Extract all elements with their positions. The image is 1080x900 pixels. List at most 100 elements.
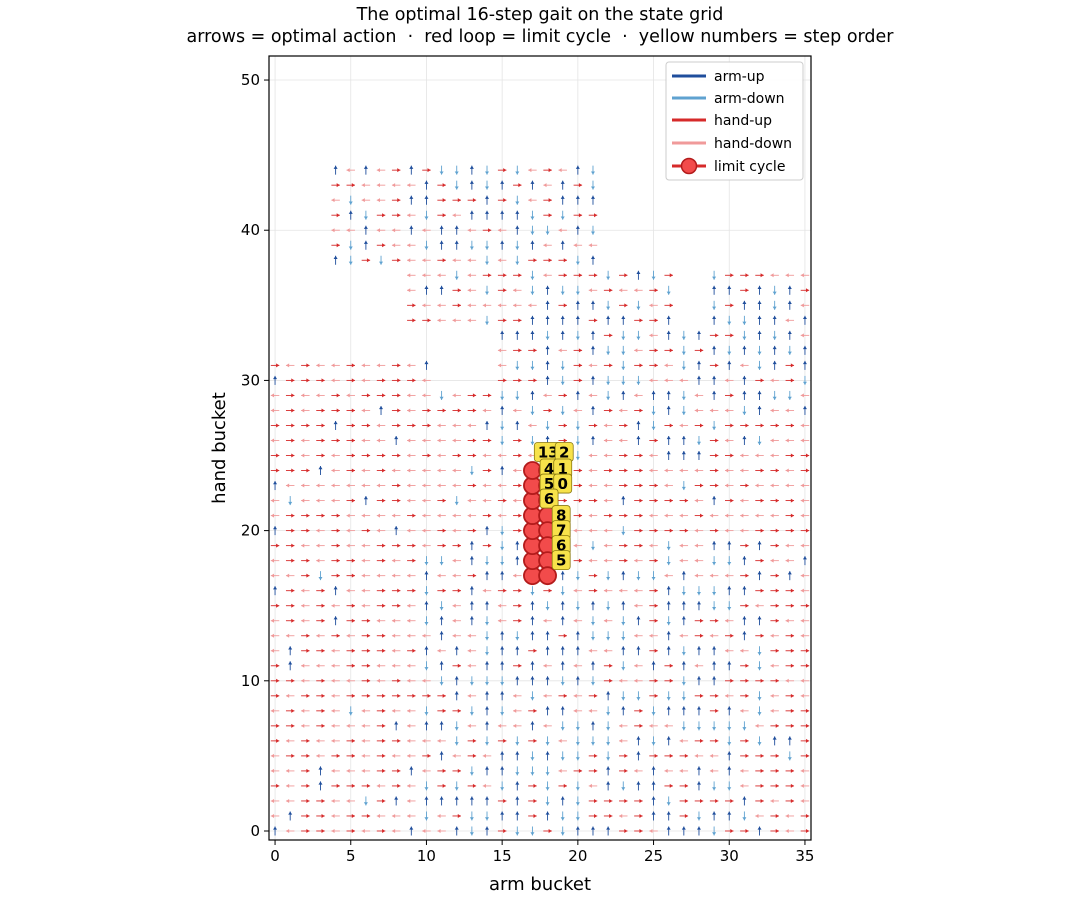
arrow-head bbox=[291, 438, 295, 443]
arrow-head bbox=[301, 603, 305, 608]
arrow-head bbox=[590, 171, 595, 175]
arrow-head bbox=[530, 330, 535, 335]
arrow-head bbox=[545, 802, 550, 806]
arrow-head bbox=[391, 753, 396, 758]
arrow-head bbox=[679, 468, 683, 473]
action-arrow-hand-down bbox=[513, 723, 522, 728]
arrow-head bbox=[452, 393, 456, 398]
action-arrow-hand-down bbox=[452, 438, 461, 443]
arrow-head bbox=[518, 378, 522, 383]
action-arrow-hand-up bbox=[800, 708, 810, 713]
action-arrow-arm-down bbox=[681, 586, 686, 596]
action-arrow-hand-down bbox=[725, 468, 734, 473]
action-arrow-hand-down bbox=[588, 558, 598, 563]
arrow-head bbox=[594, 768, 598, 773]
arrow-head bbox=[760, 528, 764, 533]
action-arrow-hand-up bbox=[649, 618, 658, 623]
arrow-head bbox=[382, 828, 386, 833]
action-arrow-hand-down bbox=[800, 783, 810, 788]
arrow-head bbox=[742, 586, 747, 590]
step-label-text: 2 bbox=[559, 444, 569, 462]
action-arrow-arm-down bbox=[469, 826, 474, 836]
action-arrow-arm-up bbox=[757, 541, 762, 551]
action-arrow-arm-up bbox=[515, 420, 520, 430]
arrow-head bbox=[770, 693, 774, 698]
action-arrow-hand-up bbox=[285, 753, 295, 758]
arrow-head bbox=[442, 588, 446, 593]
arrow-head bbox=[331, 798, 335, 803]
arrow-head bbox=[276, 783, 280, 788]
arrow-head bbox=[740, 648, 744, 653]
action-arrow-hand-up bbox=[634, 708, 643, 713]
arrow-head bbox=[397, 258, 401, 263]
arrow-head bbox=[382, 453, 386, 458]
action-arrow-arm-up bbox=[273, 481, 278, 491]
action-arrow-hand-up bbox=[543, 198, 552, 203]
action-arrow-hand-down bbox=[725, 438, 734, 443]
step-label-text: 6 bbox=[544, 490, 554, 508]
action-arrow-hand-down bbox=[285, 783, 295, 788]
arrow-head bbox=[321, 708, 325, 713]
arrow-head bbox=[316, 543, 320, 548]
action-arrow-hand-up bbox=[649, 693, 658, 698]
arrow-head bbox=[533, 783, 537, 788]
arrow-head bbox=[787, 285, 792, 289]
action-arrow-hand-down bbox=[407, 738, 416, 743]
arrow-head bbox=[790, 768, 795, 773]
arrow-head bbox=[376, 183, 380, 188]
arrow-head bbox=[760, 768, 764, 773]
action-arrow-hand-down bbox=[361, 603, 371, 608]
action-arrow-hand-down bbox=[482, 783, 492, 788]
arrow-head bbox=[513, 573, 517, 578]
action-arrow-hand-up bbox=[709, 363, 719, 368]
action-arrow-hand-down bbox=[800, 678, 810, 683]
action-arrow-hand-up bbox=[770, 543, 779, 548]
arrow-head bbox=[376, 168, 380, 173]
action-arrow-hand-up bbox=[270, 693, 280, 698]
action-arrow-hand-down bbox=[770, 438, 779, 443]
action-arrow-arm-up bbox=[742, 586, 747, 596]
action-arrow-hand-down bbox=[331, 738, 340, 743]
arrow-head bbox=[348, 261, 353, 265]
arrow-head bbox=[543, 663, 547, 668]
action-arrow-hand-down bbox=[301, 438, 310, 443]
arrow-head bbox=[654, 483, 658, 488]
action-arrow-hand-down bbox=[316, 663, 325, 668]
arrow-head bbox=[745, 273, 749, 278]
arrow-head bbox=[590, 435, 595, 440]
arrow-head bbox=[485, 682, 490, 686]
action-arrow-hand-up bbox=[376, 828, 386, 833]
arrow-head bbox=[696, 451, 701, 455]
arrow-head bbox=[424, 195, 429, 199]
action-arrow-arm-up bbox=[696, 360, 701, 370]
action-arrow-hand-down bbox=[270, 708, 280, 713]
action-arrow-arm-down bbox=[787, 390, 792, 400]
action-arrow-hand-down bbox=[588, 453, 598, 458]
arrow-head bbox=[664, 573, 668, 578]
arrow-head bbox=[518, 483, 522, 488]
arrow-head bbox=[336, 438, 340, 443]
arrow-head bbox=[785, 813, 789, 818]
action-arrow-hand-down bbox=[452, 258, 461, 263]
action-arrow-hand-up bbox=[513, 513, 522, 518]
arrow-head bbox=[518, 663, 522, 668]
arrow-head bbox=[391, 228, 396, 233]
arrow-head bbox=[594, 273, 598, 278]
action-arrow-hand-up bbox=[391, 603, 401, 608]
action-arrow-hand-down bbox=[270, 618, 280, 623]
action-arrow-hand-up bbox=[391, 498, 401, 503]
arrow-head bbox=[649, 378, 653, 383]
arrow-head bbox=[439, 396, 444, 400]
action-arrow-arm-down bbox=[560, 586, 565, 596]
action-arrow-arm-up bbox=[696, 781, 701, 791]
action-arrow-arm-down bbox=[651, 420, 656, 430]
action-arrow-hand-down bbox=[331, 453, 340, 458]
arrow-head bbox=[376, 528, 380, 533]
action-arrow-arm-down bbox=[606, 631, 611, 641]
action-arrow-hand-up bbox=[800, 468, 810, 473]
action-arrow-hand-down bbox=[543, 618, 552, 623]
action-arrow-hand-up bbox=[270, 543, 280, 548]
action-arrow-hand-down bbox=[422, 513, 431, 518]
action-arrow-hand-down bbox=[301, 498, 310, 503]
action-arrow-arm-down bbox=[575, 420, 580, 430]
